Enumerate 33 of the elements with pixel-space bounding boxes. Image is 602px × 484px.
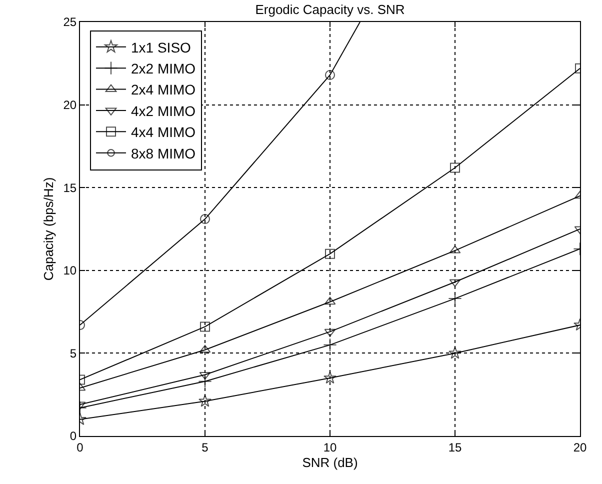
y-tick-label: 15	[63, 180, 77, 195]
x-tick-label: 20	[573, 440, 587, 454]
point	[324, 296, 336, 305]
point	[325, 248, 335, 259]
point	[448, 346, 462, 359]
y-axis-title: Capacity (bps/Hz)	[41, 177, 56, 281]
x-axis-title: SNR (dB)	[302, 455, 358, 470]
point	[199, 344, 211, 353]
point	[198, 374, 212, 388]
chart-title: Ergodic Capacity vs. SNR	[255, 2, 405, 17]
legend-label: 4x4 MIMO	[131, 124, 196, 140]
legend-label: 2x2 MIMO	[131, 60, 196, 77]
x-tick-label: 10	[323, 440, 337, 454]
point	[450, 162, 460, 173]
x-tick-label: 15	[448, 440, 462, 454]
point	[200, 214, 210, 224]
legend-label: 8x8 MIMO	[131, 145, 196, 162]
y-tick-label: 5	[70, 346, 77, 360]
legend-label: 2x4 MIMO	[131, 82, 196, 98]
y-tick-label: 10	[63, 264, 77, 278]
x-tick-label: 5	[202, 440, 209, 454]
legend-label: 4x2 MIMO	[131, 102, 196, 119]
point	[323, 338, 337, 352]
point	[198, 394, 212, 407]
legend-label: 1x1 SISO	[131, 39, 192, 56]
point	[199, 372, 211, 380]
y-tick-label: 25	[63, 15, 77, 30]
point	[200, 322, 210, 332]
point	[324, 328, 336, 337]
y-tick-label: 20	[63, 98, 77, 112]
point	[324, 371, 336, 384]
point	[325, 70, 335, 80]
y-tick-label: 0	[70, 429, 77, 444]
